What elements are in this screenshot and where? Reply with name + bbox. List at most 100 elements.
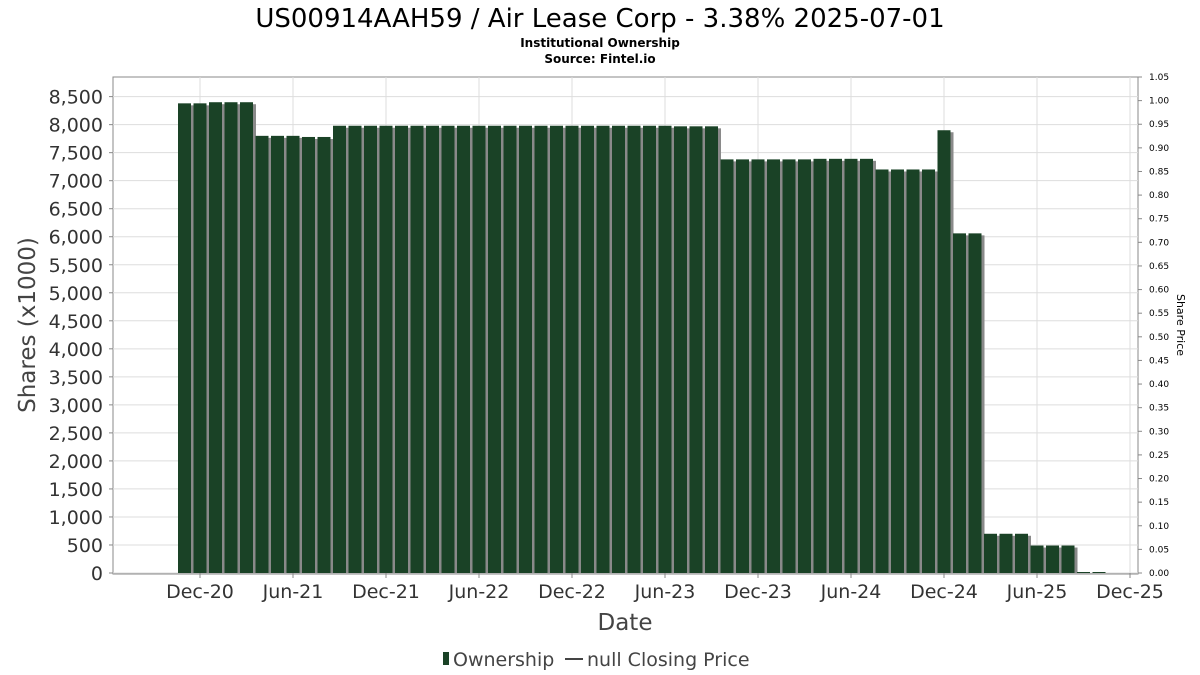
y2-tick-label: 0.60 <box>1149 286 1169 296</box>
ownership-bar <box>410 125 424 573</box>
chart-title: US00914AAH59 / Air Lease Corp - 3.38% 20… <box>255 4 944 34</box>
ownership-bar <box>472 125 486 573</box>
chart-source: Source: Fintel.io <box>544 52 655 66</box>
y2-tick-label: 0.75 <box>1149 215 1169 225</box>
y-tick-label: 3,500 <box>49 367 103 389</box>
x-tick-label: Jun-22 <box>448 581 510 603</box>
x-tick-label: Jun-23 <box>634 581 696 603</box>
ownership-bar <box>581 125 594 573</box>
ownership-bar <box>395 125 408 573</box>
x-axis-title: Date <box>598 610 653 636</box>
ownership-bar <box>720 159 734 573</box>
ownership-bar <box>705 126 718 574</box>
y2-tick-label: 1.05 <box>1149 73 1169 83</box>
ownership-bar <box>240 102 253 573</box>
chart-subtitle: Institutional Ownership <box>520 36 680 50</box>
ownership-bar <box>751 159 765 573</box>
y-tick-label: 1,500 <box>49 479 103 501</box>
ownership-bar <box>302 136 315 573</box>
x-tick-label: Dec-20 <box>166 581 234 603</box>
y2-tick-label: 0.95 <box>1149 120 1169 130</box>
y2-tick-label: 0.80 <box>1149 191 1169 201</box>
y2-tick-label: 0.00 <box>1149 569 1169 579</box>
y-tick-label: 2,500 <box>49 423 103 445</box>
ownership-bar <box>1092 572 1106 573</box>
y-tick-label: 5,000 <box>49 283 103 305</box>
ownership-bar <box>379 125 393 573</box>
x-tick-label: Jun-21 <box>262 581 324 603</box>
ownership-bar <box>457 125 470 573</box>
y2-tick-label: 0.65 <box>1149 262 1169 272</box>
ownership-bar <box>348 125 362 573</box>
y2-tick-label: 1.00 <box>1149 97 1169 107</box>
ownership-bar <box>937 130 951 574</box>
ownership-bar <box>643 125 656 573</box>
ownership-bar <box>922 169 935 573</box>
y-tick-label: 2,000 <box>49 451 103 473</box>
ownership-bar <box>271 135 284 573</box>
ownership-bar <box>565 125 579 573</box>
ownership-bar <box>1015 533 1028 573</box>
ownership-bar <box>364 125 377 573</box>
ownership-bar <box>953 233 966 574</box>
y2-tick-label: 0.45 <box>1149 356 1169 366</box>
y2-tick-label: 0.50 <box>1149 333 1169 343</box>
y-tick-label: 3,000 <box>49 395 103 417</box>
y2-axis-title: Share Price <box>1174 294 1187 356</box>
ownership-bar <box>178 103 191 573</box>
ownership-bar <box>798 159 811 573</box>
ownership-bar <box>829 158 842 573</box>
y-tick-label: 4,500 <box>49 311 103 333</box>
y-axis: 0 500 1,000 1,500 2,000 2,500 3,000 3,500 4,000 4… <box>49 87 113 585</box>
y2-tick-label: 0.05 <box>1149 545 1169 555</box>
x-tick-label: Dec-22 <box>538 581 606 603</box>
ownership-bar <box>627 125 641 573</box>
y2-tick-label: 0.20 <box>1149 475 1169 485</box>
x-tick-label: Dec-24 <box>910 581 978 603</box>
y2-tick-label: 0.35 <box>1149 404 1169 414</box>
ownership-bar <box>519 125 532 573</box>
ownership-bar <box>550 125 563 573</box>
x-tick-label: Dec-21 <box>352 581 420 603</box>
legend: Ownership null Closing Price <box>443 649 750 671</box>
ownership-bar <box>488 125 501 573</box>
legend-ownership: Ownership <box>453 649 554 671</box>
ownership-bar <box>906 169 920 573</box>
y-tick-label: 500 <box>67 535 103 557</box>
ownership-bar <box>860 158 873 573</box>
y-tick-label: 6,500 <box>49 199 103 221</box>
ownership-bar <box>224 102 238 573</box>
ownership-bar <box>333 125 346 573</box>
ownership-bar <box>503 125 517 573</box>
y-tick-label: 7,500 <box>49 143 103 165</box>
y2-tick-label: 0.15 <box>1149 498 1169 508</box>
y2-tick-label: 0.90 <box>1149 144 1169 154</box>
ownership-bar <box>426 125 439 573</box>
y-tick-label: 5,500 <box>49 255 103 277</box>
bars <box>178 102 1106 574</box>
ownership-bar <box>612 125 625 573</box>
y2-tick-label: 0.85 <box>1149 167 1169 177</box>
ownership-bar <box>286 135 300 573</box>
ownership-bar <box>999 533 1013 573</box>
y-axis-title: Shares (x1000) <box>15 237 41 413</box>
ownership-bar <box>767 159 780 573</box>
ownership-bar <box>596 125 610 573</box>
ownership-bar <box>658 125 672 573</box>
ownership-bar <box>1030 545 1044 573</box>
y2-tick-label: 0.25 <box>1149 451 1169 461</box>
ownership-bar <box>782 159 796 573</box>
y-tick-label: 0 <box>91 563 103 585</box>
ownership-bar <box>317 136 331 573</box>
y2-axis: 0.00 0.05 0.10 0.15 0.20 0.25 0.30 0.35 0.40 0.45… <box>1138 73 1169 579</box>
y2-tick-label: 0.55 <box>1149 309 1169 319</box>
y2-tick-label: 0.30 <box>1149 427 1169 437</box>
ownership-bar <box>736 159 749 573</box>
ownership-bar <box>813 158 827 573</box>
ownership-bar <box>1046 545 1059 573</box>
ownership-bar <box>891 169 904 573</box>
ownership-bar <box>844 158 858 573</box>
y-tick-label: 1,000 <box>49 507 103 529</box>
x-tick-label: Jun-25 <box>1006 581 1068 603</box>
